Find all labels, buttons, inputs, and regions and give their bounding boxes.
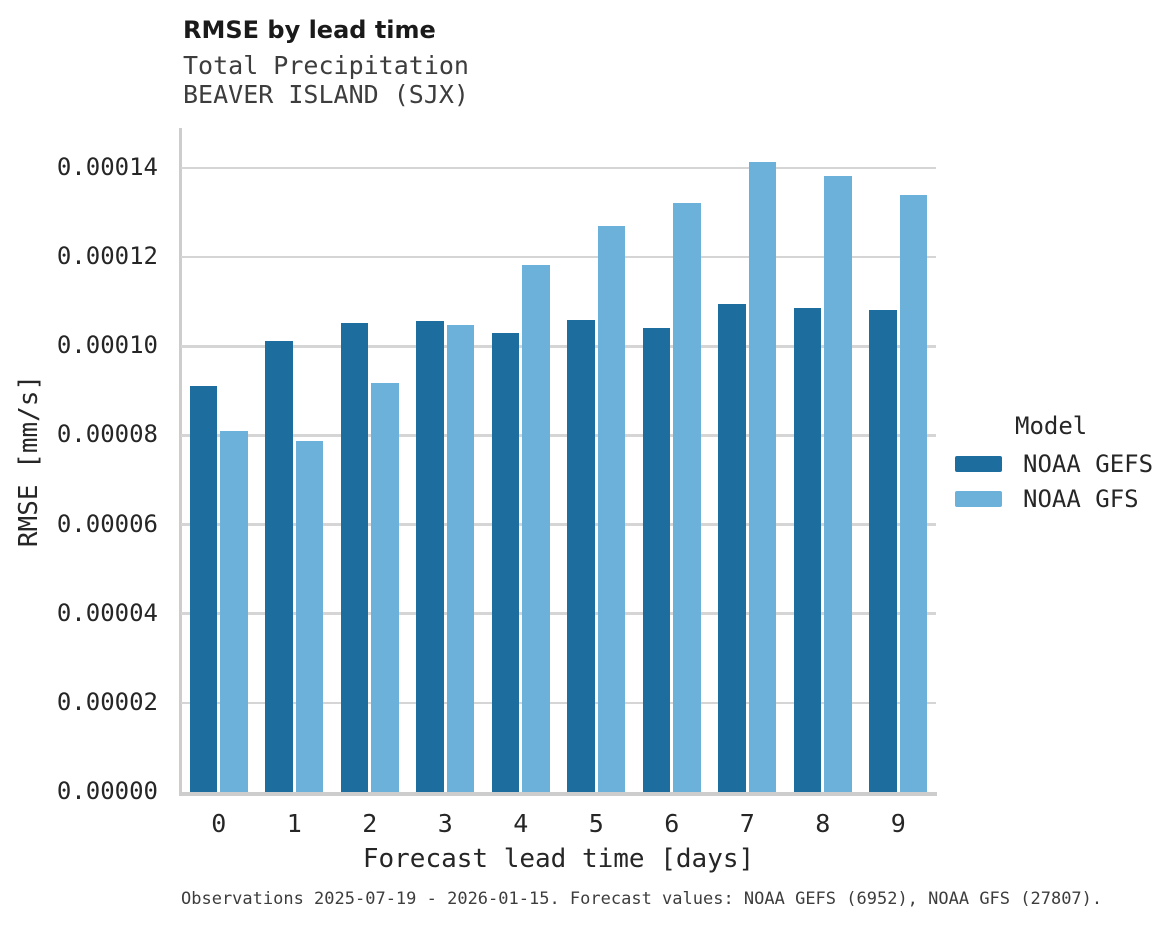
gridline [181, 434, 936, 437]
bar-noaa-gfs-day-3 [446, 325, 475, 792]
bar-noaa-gefs-day-1 [265, 341, 293, 792]
y-tick-label: 0.00004 [56, 598, 158, 627]
x-tick-label: 8 [815, 809, 831, 838]
x-tick-label: 4 [513, 809, 529, 838]
chart-subtitle-variable: Total Precipitation [183, 51, 469, 80]
y-tick-label: 0.00014 [56, 152, 158, 181]
y-tick-label: 0.00002 [56, 687, 158, 716]
plot-area [181, 128, 936, 792]
x-tick-label: 0 [211, 809, 227, 838]
legend-swatch-noaa-gfs [955, 491, 1002, 507]
legend-label-noaa-gefs: NOAA GEFS [1023, 450, 1154, 478]
bar-noaa-gefs-day-6 [642, 328, 671, 792]
x-tick-label: 9 [890, 809, 906, 838]
y-axis-spine [179, 128, 182, 795]
gridline [181, 523, 936, 526]
bar-noaa-gefs-day-4 [491, 333, 520, 792]
x-tick-label: 3 [437, 809, 453, 838]
y-axis-label: RMSE [mm/s] [14, 374, 44, 548]
bar-noaa-gefs-day-3 [416, 321, 444, 792]
gridline [181, 612, 936, 615]
x-tick-label: 7 [739, 809, 755, 838]
y-tick-label: 0.00012 [56, 242, 158, 271]
x-tick-label: 6 [664, 809, 680, 838]
bar-noaa-gfs-day-9 [899, 195, 928, 792]
y-tick-label: 0.00006 [56, 509, 158, 538]
legend-swatch-noaa-gefs [955, 456, 1002, 472]
x-axis-label: Forecast lead time [days] [362, 844, 755, 874]
legend-item-noaa-gfs: NOAA GFS [955, 485, 1139, 513]
x-tick-label: 1 [286, 809, 302, 838]
x-axis-spine [179, 792, 937, 796]
y-tick-label: 0.00000 [56, 776, 158, 805]
x-tick-label: 2 [362, 809, 378, 838]
y-tick-label: 0.00008 [56, 420, 158, 449]
bar-noaa-gfs-day-2 [371, 382, 399, 792]
gridline [181, 166, 936, 170]
gridline [181, 701, 936, 705]
bar-noaa-gfs-day-0 [220, 431, 248, 792]
legend-label-noaa-gfs: NOAA GFS [1023, 485, 1139, 513]
legend-title: Model [1015, 412, 1088, 440]
gridline [181, 255, 936, 259]
bar-noaa-gfs-day-7 [748, 162, 777, 792]
bar-noaa-gefs-day-9 [869, 310, 897, 792]
chart-subtitle-station: BEAVER ISLAND (SJX) [183, 80, 469, 109]
y-tick-label: 0.00010 [56, 331, 158, 360]
bar-noaa-gfs-day-5 [597, 226, 626, 792]
bar-noaa-gefs-day-2 [340, 322, 369, 792]
bar-noaa-gefs-day-7 [718, 304, 746, 792]
bar-noaa-gefs-day-8 [793, 308, 822, 792]
x-tick-label: 5 [588, 809, 604, 838]
chart-title: RMSE by lead time [183, 16, 436, 44]
bar-noaa-gefs-day-0 [189, 385, 218, 792]
figure-caption: Observations 2025-07-19 - 2026-01-15. Fo… [181, 889, 1103, 909]
bar-noaa-gfs-day-8 [824, 175, 852, 792]
bar-noaa-gefs-day-5 [567, 320, 595, 792]
legend-item-noaa-gefs: NOAA GEFS [955, 450, 1153, 478]
bar-noaa-gfs-day-1 [295, 440, 324, 792]
bar-noaa-gfs-day-6 [673, 202, 701, 792]
bar-noaa-gfs-day-4 [522, 264, 550, 792]
gridline [181, 345, 936, 348]
